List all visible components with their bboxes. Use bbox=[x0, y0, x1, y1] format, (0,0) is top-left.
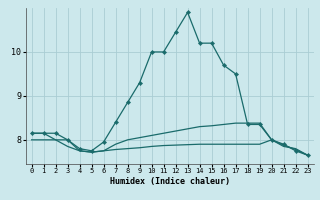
X-axis label: Humidex (Indice chaleur): Humidex (Indice chaleur) bbox=[109, 177, 230, 186]
